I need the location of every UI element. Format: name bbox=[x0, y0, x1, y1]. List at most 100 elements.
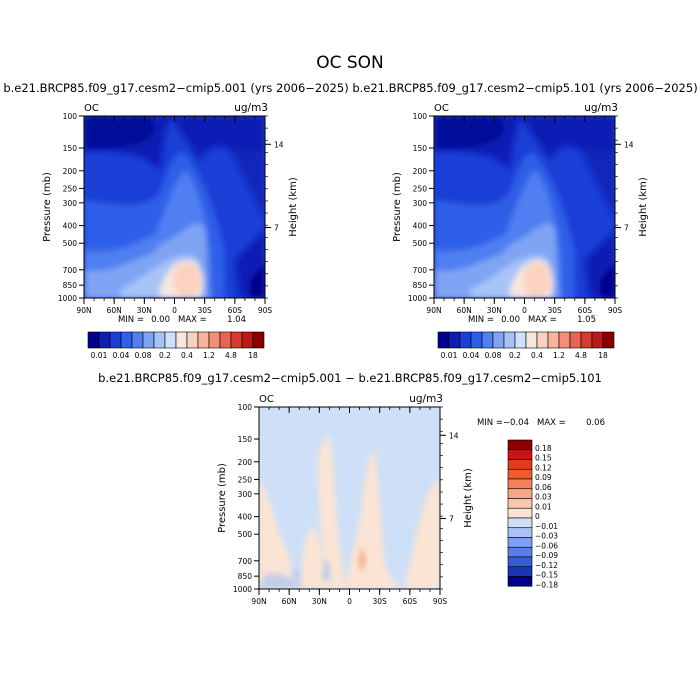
colorbar-swatch bbox=[492, 331, 505, 349]
colorbar-label: 4.8 bbox=[225, 351, 237, 360]
x-tick-label: 60N bbox=[457, 306, 472, 315]
diff-colorbar-label: −0.03 bbox=[535, 532, 558, 541]
diff-colorbar-label: −0.09 bbox=[535, 551, 558, 560]
y-tick-label: 850 bbox=[63, 281, 78, 290]
y-tick-label: 500 bbox=[238, 530, 253, 539]
colorbar-swatch bbox=[197, 331, 210, 349]
colorbar-swatch bbox=[602, 331, 615, 349]
y-tick-label: 100 bbox=[238, 403, 253, 412]
colorbar-label: 0.2 bbox=[159, 351, 171, 360]
max-value: 1.04 bbox=[227, 315, 246, 325]
colorbar-swatch bbox=[252, 331, 265, 349]
diff-colorbar-swatch bbox=[507, 488, 533, 499]
colorbar-swatch bbox=[164, 331, 177, 349]
panel-1-right-label: Height (km) bbox=[288, 177, 299, 237]
y-tick-label: 700 bbox=[63, 266, 78, 275]
y-tick-label: 200 bbox=[413, 167, 428, 176]
diff-colorbar-swatch bbox=[507, 527, 533, 538]
right-tick-label: 7 bbox=[624, 224, 629, 233]
y-tick-label: 400 bbox=[63, 222, 78, 231]
min-label: MIN = bbox=[477, 418, 503, 428]
colorbar-label: 4.8 bbox=[575, 351, 587, 360]
diff-colorbar-swatch bbox=[507, 537, 533, 548]
colorbar-label: 0.01 bbox=[441, 351, 458, 360]
y-tick-label: 200 bbox=[63, 167, 78, 176]
y-tick-label: 700 bbox=[238, 557, 253, 566]
panel-1-colorbar: 0.01 0.04 0.08 0.2 0.4 1.2 4.8 18 bbox=[87, 331, 265, 360]
x-tick-label: 60N bbox=[282, 597, 297, 606]
y-tick-label: 250 bbox=[413, 184, 428, 193]
colorbar-label: 0.08 bbox=[135, 351, 152, 360]
panel-1-field bbox=[84, 116, 265, 298]
diff-colorbar-swatch bbox=[507, 566, 533, 577]
diff-colorbar-label: −0.06 bbox=[535, 541, 558, 550]
x-tick-label: 30S bbox=[548, 306, 563, 315]
x-tick-label: 60S bbox=[578, 306, 593, 315]
panel-3-var-label: OC bbox=[259, 394, 274, 405]
right-tick-label: 7 bbox=[449, 515, 454, 524]
panel-2-var-label: OC bbox=[434, 103, 449, 114]
y-tick-label: 400 bbox=[238, 513, 253, 522]
diff-colorbar-label: 0 bbox=[535, 512, 540, 521]
diff-colorbar-swatch bbox=[507, 449, 533, 460]
colorbar-swatch bbox=[208, 331, 221, 349]
diff-colorbar-label: 0.15 bbox=[535, 454, 552, 463]
x-tick-label: 90S bbox=[608, 306, 623, 315]
right-tick-label: 7 bbox=[274, 224, 279, 233]
right-tick-label: 14 bbox=[274, 140, 284, 149]
colorbar-swatch bbox=[448, 331, 461, 349]
y-tick-label: 1000 bbox=[233, 585, 252, 594]
diff-colorbar-swatch bbox=[507, 468, 533, 480]
diff-colorbar-label: −0.18 bbox=[535, 580, 558, 589]
panel-3-axes: b.e21.BRCP85.f09_g17.cesm2−cmip5.001 − b… bbox=[98, 371, 605, 606]
colorbar-label: 0.4 bbox=[181, 351, 193, 360]
colorbar-label: 0.04 bbox=[463, 351, 480, 360]
max-label: MAX = bbox=[178, 315, 207, 325]
y-tick-label: 100 bbox=[413, 112, 428, 121]
panel-1-var-label: OC bbox=[84, 103, 99, 114]
x-tick-label: 30S bbox=[373, 597, 388, 606]
y-tick-label: 300 bbox=[63, 199, 78, 208]
diff-colorbar-swatch bbox=[507, 576, 533, 587]
panel-2-title: b.e21.BRCP85.f09_g17.cesm2−cmip5.101 (yr… bbox=[352, 81, 697, 95]
panel-3-title: b.e21.BRCP85.f09_g17.cesm2−cmip5.001 − b… bbox=[98, 371, 602, 385]
x-tick-label: 0 bbox=[522, 306, 527, 315]
x-tick-label: 60S bbox=[228, 306, 243, 315]
x-tick-label: 90N bbox=[76, 306, 91, 315]
y-tick-label: 150 bbox=[413, 144, 428, 153]
x-tick-label: 90N bbox=[251, 597, 266, 606]
colorbar-swatch bbox=[547, 331, 560, 349]
colorbar-swatch bbox=[241, 331, 254, 349]
panel-2-units: ug/m3 bbox=[584, 102, 618, 114]
colorbar-swatch bbox=[558, 331, 571, 349]
diff-colorbar-swatch bbox=[507, 517, 533, 529]
panel-1-title: b.e21.BRCP85.f09_g17.cesm2−cmip5.001 (yr… bbox=[3, 81, 348, 95]
x-tick-label: 0 bbox=[172, 306, 177, 315]
diff-colorbar-swatch bbox=[507, 546, 533, 558]
min-value: 0.00 bbox=[501, 315, 520, 325]
min-value: −0.04 bbox=[503, 418, 529, 428]
diff-colorbar-label: 0.06 bbox=[535, 483, 552, 492]
diff-colorbar-label: 0.18 bbox=[535, 444, 552, 453]
colorbar-label: 0.04 bbox=[113, 351, 130, 360]
y-tick-label: 100 bbox=[63, 112, 78, 121]
max-value: 1.05 bbox=[577, 315, 596, 325]
y-tick-label: 1000 bbox=[408, 294, 427, 303]
y-tick-label: 300 bbox=[238, 490, 253, 499]
panel-3-field bbox=[259, 407, 440, 589]
diff-colorbar-label: 0.03 bbox=[535, 493, 552, 502]
y-tick-label: 300 bbox=[413, 199, 428, 208]
colorbar-label: 0.4 bbox=[531, 351, 543, 360]
max-label: MAX = bbox=[537, 418, 566, 428]
colorbar-swatch bbox=[186, 331, 199, 349]
colorbar-swatch bbox=[109, 331, 122, 349]
x-tick-label: 90N bbox=[426, 306, 441, 315]
diff-colorbar-label: −0.01 bbox=[535, 522, 558, 531]
diff-colorbar-label: 0.12 bbox=[535, 463, 552, 472]
x-tick-label: 90S bbox=[433, 597, 448, 606]
min-value: 0.00 bbox=[151, 315, 170, 325]
right-tick-label: 14 bbox=[449, 431, 459, 440]
diff-colorbar-swatch bbox=[507, 459, 533, 470]
colorbar-swatch bbox=[525, 331, 538, 349]
colorbar-label: 0.01 bbox=[91, 351, 108, 360]
